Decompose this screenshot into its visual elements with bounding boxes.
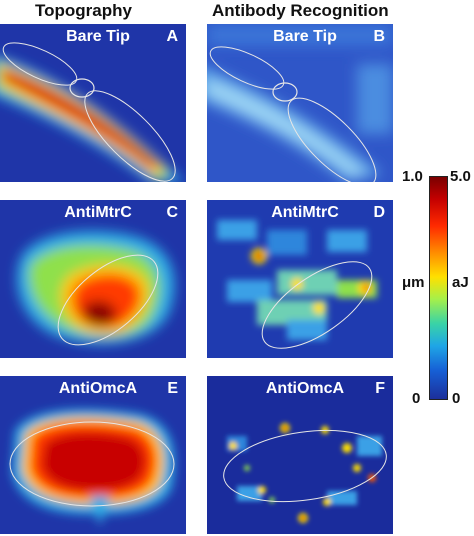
scale-left-top-label: 1.0 (402, 168, 423, 185)
panel-a-topography-bare-tip: Bare Tip A (0, 24, 186, 182)
panel-d-title: AntiMtrC (271, 204, 339, 221)
panel-a-letter: A (166, 28, 178, 45)
panel-a-image (0, 24, 186, 182)
panel-b-title: Bare Tip (273, 28, 337, 45)
scale-left-unit: μm (402, 274, 425, 291)
topography-heading: Topography (35, 1, 132, 20)
panel-c-topography-antimtrc: AntiMtrC C (0, 200, 186, 358)
panel-d-recognition-antimtrc: AntiMtrC D (207, 200, 393, 358)
panel-c-image (0, 200, 186, 358)
scale-right-top-label: 5.0 (450, 168, 471, 185)
panel-c-letter: C (166, 204, 178, 221)
panel-b-recognition-bare-tip: Bare Tip B (207, 24, 393, 182)
panel-d-image (207, 200, 393, 358)
panel-e-title: AntiOmcA (58, 380, 138, 397)
scale-left-bottom-label: 0 (412, 390, 421, 407)
panel-e-image (0, 376, 186, 534)
color-scale-bar (429, 176, 448, 400)
panel-a-title: Bare Tip (66, 28, 130, 45)
panel-f-letter: F (375, 380, 385, 397)
panel-b-letter: B (373, 28, 385, 45)
scale-right-unit: aJ (452, 274, 469, 291)
panel-f-recognition-antiomca: AntiOmcA F (207, 376, 393, 534)
panel-e-topography-antiomca: AntiOmcA E (0, 376, 186, 534)
panel-c-title: AntiMtrC (64, 204, 132, 221)
scale-right-bottom-label: 0 (452, 390, 461, 407)
panel-b-image (207, 24, 393, 182)
panel-d-letter: D (373, 204, 385, 221)
panel-f-image (207, 376, 393, 534)
antibody-recognition-heading: Antibody Recognition (212, 1, 389, 20)
color-scale: 1.0 5.0 μm aJ 0 0 (402, 168, 474, 407)
panel-f-title: AntiOmcA (265, 380, 345, 397)
panel-e-letter: E (167, 380, 178, 397)
